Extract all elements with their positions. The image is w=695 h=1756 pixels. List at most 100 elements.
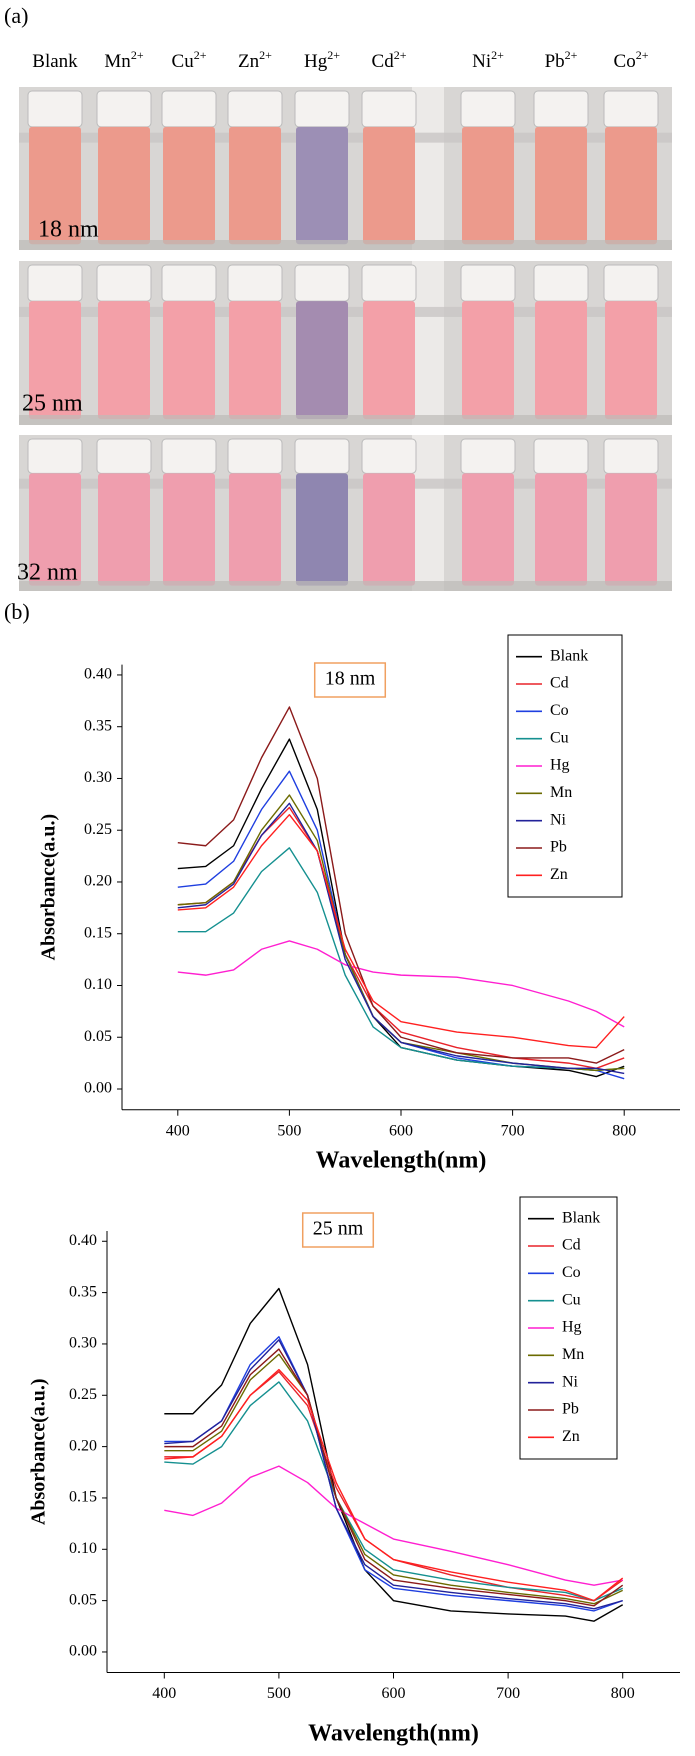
rack-bottom	[19, 415, 672, 425]
tube-liquid	[296, 473, 348, 586]
y-tick-label: 0.35	[84, 717, 112, 734]
ion-symbol: Co	[614, 51, 636, 72]
series-line	[177, 813, 625, 1049]
ion-symbol: Cd	[372, 51, 395, 72]
photo-gap	[412, 435, 444, 591]
tube-liquid	[462, 473, 514, 586]
tube-cap	[603, 438, 659, 474]
tube-cap	[161, 438, 217, 474]
tube-liquid	[229, 126, 281, 245]
photo-gap	[412, 261, 444, 425]
tube-cap	[603, 264, 659, 302]
ion-charge: 2+	[565, 48, 578, 62]
tube-cap	[533, 264, 589, 302]
y-tick-label: 0.20	[84, 873, 112, 890]
legend-label: Co	[550, 702, 569, 719]
tube-cap	[96, 264, 152, 302]
size-label: 25 nm	[22, 391, 83, 417]
tube-cap	[27, 90, 83, 128]
x-axis-title: Wavelength(nm)	[316, 1148, 487, 1174]
tube-liquid	[29, 301, 81, 420]
tube-liquid	[605, 301, 657, 420]
y-tick-label: 0.30	[69, 1335, 97, 1352]
y-tick-label: 0.20	[69, 1437, 97, 1454]
tube-liquid	[29, 473, 81, 586]
legend-label: Ni	[550, 811, 567, 828]
y-tick-label: 0.05	[84, 1028, 112, 1045]
y-tick-label: 0.15	[69, 1489, 97, 1506]
size-label: 18 nm	[38, 217, 99, 243]
tube-liquid	[296, 301, 348, 420]
legend-label: Cd	[550, 675, 569, 692]
title-box	[301, 1212, 375, 1248]
series-line	[164, 1368, 624, 1602]
tube-cap	[294, 438, 350, 474]
ion-charge: 2+	[636, 48, 649, 62]
tube-liquid	[535, 126, 587, 245]
ion-charge: 2+	[131, 48, 144, 62]
tube-liquid	[462, 301, 514, 420]
y-tick-label: 0.10	[84, 976, 112, 993]
tube-liquid	[229, 473, 281, 586]
tube-cap	[533, 438, 589, 474]
tube-cap	[96, 438, 152, 474]
y-tick-label: 0.00	[69, 1643, 97, 1660]
legend-label: Mn	[550, 784, 572, 801]
tube-cap	[361, 438, 417, 474]
series-line	[177, 940, 625, 1028]
x-tick-label: 600	[389, 1122, 413, 1139]
y-tick-label: 0.00	[84, 1080, 112, 1097]
legend-label: Blank	[550, 647, 588, 664]
ion-symbol: Ni	[472, 51, 491, 72]
series-line	[164, 1287, 624, 1622]
y-axis-title: Absorbance(a.u.)	[38, 814, 60, 961]
tube-cap	[294, 90, 350, 128]
tube-liquid	[98, 301, 150, 420]
rack-bottom	[19, 240, 672, 250]
ion-label: Ni2+	[472, 48, 504, 73]
legend-label: Cu	[562, 1291, 581, 1308]
x-tick-label: 500	[277, 1122, 301, 1139]
tube-liquid	[535, 473, 587, 586]
tube-cap	[294, 264, 350, 302]
tube-liquid	[462, 126, 514, 245]
tube-cap	[533, 90, 589, 128]
tube-liquid	[535, 301, 587, 420]
ion-symbol: Pb	[545, 51, 565, 72]
series-line	[164, 1353, 623, 1605]
title-box	[313, 662, 387, 698]
ion-symbol: Cu	[172, 51, 195, 72]
tube-liquid	[605, 126, 657, 245]
y-tick-label: 0.05	[69, 1591, 97, 1608]
tube-cap	[460, 264, 516, 302]
tube-cap	[361, 90, 417, 128]
legend-label: Cu	[550, 729, 569, 746]
ion-charge: 2+	[491, 48, 504, 62]
tube-liquid	[296, 126, 348, 245]
tube-cap	[227, 90, 283, 128]
legend-label: Blank	[562, 1209, 600, 1226]
legend-label: Co	[562, 1264, 581, 1281]
legend-label: Cd	[562, 1237, 581, 1254]
legend-label: Hg	[550, 757, 570, 774]
ion-charge: 2+	[394, 48, 407, 62]
series-line	[164, 1465, 623, 1586]
ion-charge: 2+	[194, 48, 207, 62]
chart-title: 18 nm	[325, 668, 376, 690]
ion-label: Pb2+	[545, 48, 578, 73]
legend-label: Ni	[562, 1373, 579, 1390]
tube-cap	[460, 90, 516, 128]
panel-label: (b)	[4, 599, 30, 624]
y-tick-label: 0.15	[84, 924, 112, 941]
tube-cap	[361, 264, 417, 302]
x-tick-label: 700	[501, 1122, 525, 1139]
ion-symbol: Zn	[238, 51, 260, 72]
rack-bottom	[19, 581, 672, 591]
x-tick-label: 800	[611, 1685, 635, 1702]
tube-liquid	[163, 301, 215, 420]
series-line	[177, 802, 625, 1075]
tube-cap	[161, 90, 217, 128]
y-axis-title: Absorbance(a.u.)	[28, 1378, 50, 1525]
x-tick-label: 400	[152, 1685, 176, 1702]
series-line	[164, 1381, 623, 1602]
